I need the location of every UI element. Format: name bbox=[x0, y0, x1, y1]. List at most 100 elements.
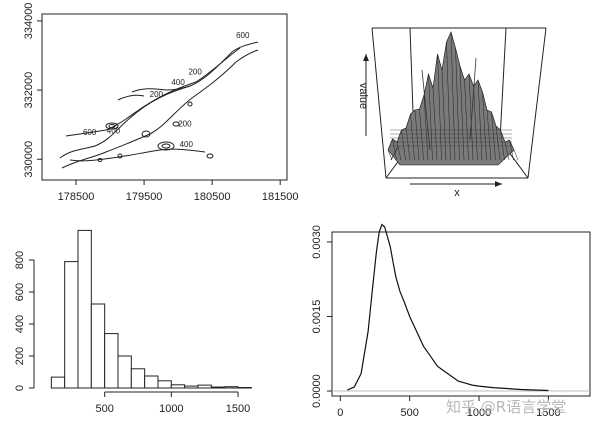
surface-grid-line bbox=[509, 139, 514, 161]
surface-grid-line bbox=[392, 138, 397, 161]
surface-grid-line bbox=[450, 31, 456, 161]
contour-loop bbox=[117, 153, 123, 159]
contour-level-label: 200 bbox=[178, 119, 192, 128]
contour-loop bbox=[172, 121, 180, 127]
contour-loop bbox=[161, 143, 171, 149]
y-tick-label: 800 bbox=[14, 251, 26, 269]
contour-loop bbox=[108, 124, 116, 128]
contour-loop bbox=[206, 153, 214, 159]
histogram-bar bbox=[64, 261, 79, 389]
contour-loop bbox=[105, 122, 119, 130]
surface-spike bbox=[390, 146, 399, 161]
histogram-bar bbox=[157, 380, 172, 389]
contour-level-label: 600 bbox=[83, 128, 97, 137]
surface-grid-line bbox=[482, 91, 487, 161]
contour-level-label: 400 bbox=[180, 140, 194, 149]
x-tick-label: 1000 bbox=[159, 403, 183, 415]
surface-spike bbox=[469, 57, 477, 141]
surface-grid-line bbox=[387, 149, 393, 161]
y-tick-label: 0.0015 bbox=[311, 300, 323, 334]
y-tick-label: 0.0000 bbox=[311, 374, 323, 408]
surface-spike bbox=[421, 69, 431, 151]
surface-grid-line bbox=[495, 125, 501, 161]
histogram-bar bbox=[210, 386, 226, 389]
surface-grid-line bbox=[405, 127, 411, 161]
histogram-bar bbox=[224, 386, 239, 389]
histogram-bar bbox=[90, 303, 106, 389]
surface-mesh bbox=[387, 31, 515, 166]
histogram-bar bbox=[104, 333, 119, 389]
surface-grid-line bbox=[432, 87, 438, 161]
surface-grid-line bbox=[468, 73, 474, 161]
histogram-bar bbox=[144, 375, 159, 389]
x-axis-arrowhead bbox=[495, 181, 502, 187]
surface-grid-line bbox=[464, 79, 469, 161]
x-tick-label: 500 bbox=[400, 407, 418, 419]
y-tick-label: 330000 bbox=[23, 141, 35, 178]
contour-loop bbox=[157, 141, 175, 151]
x-tick-label: 181500 bbox=[262, 191, 299, 203]
surface-grid-line bbox=[414, 109, 420, 161]
histogram-bar bbox=[184, 385, 199, 389]
x-tick-label: 180500 bbox=[194, 191, 231, 203]
histogram-bar bbox=[130, 368, 146, 389]
density-panel: 0 500 1000 1500 0.0000 0.0015 0.0030 bbox=[311, 223, 591, 419]
x-tick-label: 179500 bbox=[126, 191, 163, 203]
contour-loop bbox=[97, 158, 103, 162]
surface-grid-line bbox=[401, 129, 406, 161]
surface-grid-line bbox=[423, 94, 429, 161]
y-tick-label: 400 bbox=[14, 315, 26, 333]
contour-level-label: 600 bbox=[236, 31, 250, 40]
y-tick-label: 0 bbox=[14, 385, 26, 391]
surface-grid-line bbox=[410, 113, 415, 161]
surface-grid-line bbox=[396, 141, 402, 161]
contour-level-label: 400 bbox=[107, 126, 121, 135]
contour-level-label: 200 bbox=[188, 68, 202, 77]
contour-loop bbox=[187, 101, 193, 107]
density-series-line bbox=[347, 223, 549, 392]
y-tick-label: 600 bbox=[14, 283, 26, 301]
watermark-text: 知乎 @R语言学堂 bbox=[446, 398, 566, 416]
surface-grid-line bbox=[446, 41, 451, 161]
contour-plot-frame bbox=[41, 13, 288, 181]
surface-grid-line bbox=[441, 69, 447, 161]
value-axis-arrowhead bbox=[363, 54, 369, 61]
contour-line bbox=[61, 49, 259, 169]
histogram-bar bbox=[197, 384, 212, 389]
surface-box-edge bbox=[527, 27, 547, 179]
histogram-bar bbox=[170, 384, 186, 389]
y-tick-label: 200 bbox=[14, 347, 26, 365]
surface-grid-line bbox=[428, 73, 433, 161]
contour-line bbox=[69, 148, 206, 162]
x-tick-label: 0 bbox=[337, 407, 343, 419]
surface-panel: x value bbox=[357, 27, 547, 199]
x-tick-label: 178500 bbox=[58, 191, 95, 203]
x-tick-label: 500 bbox=[95, 403, 113, 415]
contour-line bbox=[117, 94, 145, 101]
y-tick-label: 0.0030 bbox=[311, 225, 323, 259]
surface-grid-line bbox=[459, 65, 465, 161]
surface-grid-line bbox=[473, 85, 478, 161]
density-plot-frame bbox=[331, 231, 591, 397]
x-tick-label: 1500 bbox=[536, 407, 560, 419]
contour-loop bbox=[141, 130, 151, 138]
contour-level-label: 400 bbox=[171, 78, 185, 87]
x-axis-label: x bbox=[454, 187, 460, 199]
contour-panel: 178500 179500 180500 181500 330000 332000 3340… bbox=[23, 3, 299, 203]
surface-grid-line bbox=[437, 53, 442, 161]
histogram-bar bbox=[117, 355, 132, 389]
y-tick-label: 334000 bbox=[23, 3, 35, 40]
y-tick-label: 332000 bbox=[23, 72, 35, 109]
surface-grid-line bbox=[477, 79, 483, 161]
surface-grid-line bbox=[455, 47, 460, 161]
contour-line bbox=[59, 41, 259, 159]
contour-level-label: 200 bbox=[150, 90, 164, 99]
surface-grid-line bbox=[491, 111, 496, 161]
surface-grid-line bbox=[486, 109, 492, 161]
x-tick-label: 1500 bbox=[226, 403, 250, 415]
histogram-panel: 500 1000 1500 0 200 400 600 800 bbox=[14, 229, 252, 415]
surface-grid-line bbox=[504, 141, 510, 161]
x-tick-label: 1000 bbox=[467, 407, 491, 419]
histogram-bar bbox=[77, 229, 92, 389]
